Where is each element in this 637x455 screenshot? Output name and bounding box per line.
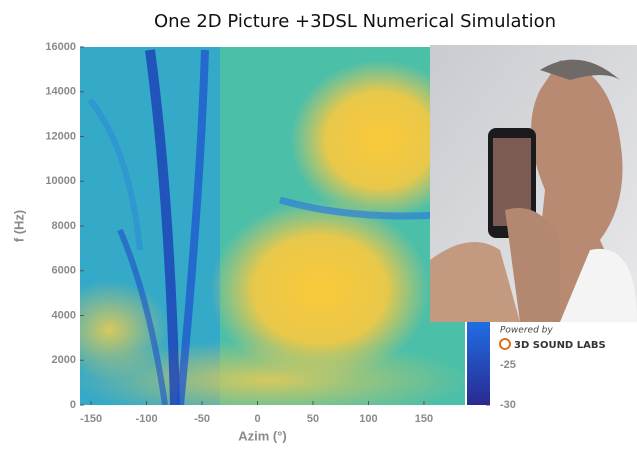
x-axis-label: Azim (°) bbox=[238, 428, 287, 443]
x-tick-label: -50 bbox=[194, 413, 210, 425]
y-tick-label: 6000 bbox=[52, 265, 76, 277]
colorbar-tick-label: -30 bbox=[500, 399, 516, 411]
y-tick-label: 4000 bbox=[52, 309, 76, 321]
chart: One 2D Picture +3DSL Numerical Simulatio… bbox=[0, 0, 637, 455]
colorbar bbox=[467, 320, 490, 405]
y-tick-label: 8000 bbox=[52, 220, 76, 232]
y-tick-label: 14000 bbox=[45, 86, 76, 98]
badge-caption: Powered by bbox=[500, 326, 553, 336]
photo bbox=[430, 45, 637, 322]
x-tick-label: -150 bbox=[80, 413, 102, 425]
heatmap bbox=[50, 47, 470, 420]
y-tick-label: 2000 bbox=[52, 354, 76, 366]
colorbar-tick-label: -25 bbox=[500, 359, 516, 371]
y-axis-label: f (Hz) bbox=[11, 210, 26, 243]
x-tick-label: 50 bbox=[307, 413, 319, 425]
page: {"chart_data": {"type": "heatmap", "titl… bbox=[0, 0, 637, 455]
y-tick-label: 10000 bbox=[45, 175, 76, 187]
chart-title: One 2D Picture +3DSL Numerical Simulatio… bbox=[154, 11, 556, 32]
x-tick-label: 150 bbox=[415, 413, 433, 425]
y-tick-label: 16000 bbox=[45, 41, 76, 53]
x-tick-label: -100 bbox=[136, 413, 158, 425]
x-tick-label: 0 bbox=[254, 413, 260, 425]
x-tick-label: 100 bbox=[359, 413, 377, 425]
y-tick-label: 0 bbox=[70, 399, 76, 411]
badge-brand: 3D SOUND LABS bbox=[514, 340, 606, 351]
y-tick-label: 12000 bbox=[45, 130, 76, 142]
